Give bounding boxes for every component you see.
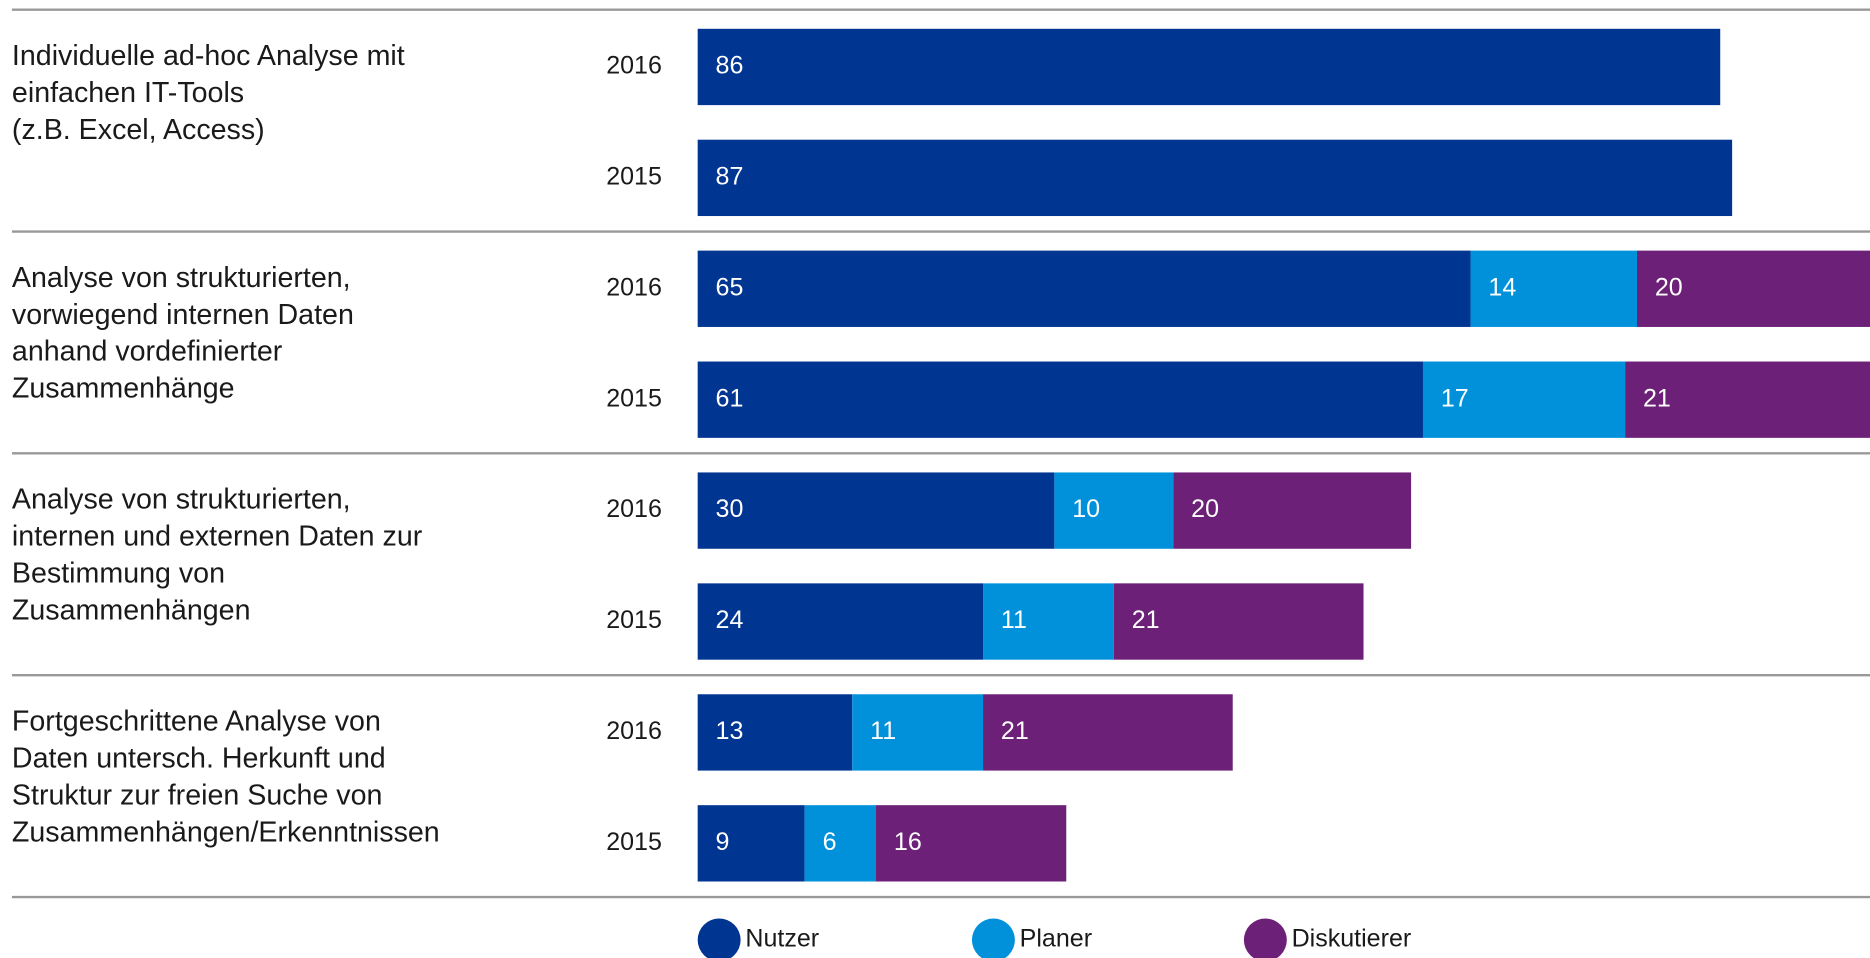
category-label: Daten untersch. Herkunft und xyxy=(12,742,386,774)
value-label: 21 xyxy=(1643,384,1671,412)
category-label: Zusammenhänge xyxy=(12,373,235,405)
value-label: 20 xyxy=(1191,495,1219,523)
legend-swatch xyxy=(1243,918,1287,958)
value-label: 61 xyxy=(716,384,744,412)
value-label: 65 xyxy=(716,273,744,301)
category-label: Bestimmung von xyxy=(12,558,225,590)
bar-segment xyxy=(1637,250,1870,327)
value-label: 11 xyxy=(870,717,896,745)
value-label: 6 xyxy=(823,828,837,856)
row-label: 2015 xyxy=(606,162,662,190)
legend-swatch xyxy=(697,918,741,958)
category-label: internen und externen Daten zur xyxy=(12,521,423,553)
value-label: 24 xyxy=(716,606,744,634)
value-label: 17 xyxy=(1441,384,1469,412)
bar-segment xyxy=(983,694,1233,771)
category-label: Zusammenhängen/Erkenntnissen xyxy=(12,816,440,848)
legend-swatch xyxy=(971,918,1015,958)
value-label: 21 xyxy=(1132,606,1160,634)
bar-segment xyxy=(697,361,1423,438)
bar-segment xyxy=(697,472,1055,549)
category-label: Analyse von strukturierten, xyxy=(12,262,351,294)
row-label: 2015 xyxy=(606,384,662,412)
value-label: 10 xyxy=(1072,495,1100,523)
value-label: 13 xyxy=(716,717,744,745)
value-label: 14 xyxy=(1488,273,1516,301)
row-label: 2016 xyxy=(606,717,662,745)
bar-segment xyxy=(1054,472,1174,549)
bar-segment xyxy=(1625,361,1870,438)
category-label: (z.B. Excel, Access) xyxy=(12,114,265,146)
value-label: 11 xyxy=(1001,606,1027,634)
value-label: 87 xyxy=(716,162,744,190)
bar-segment xyxy=(697,694,853,771)
bar-segment xyxy=(697,250,1471,327)
category-label: anhand vordefinierter xyxy=(12,336,283,368)
bar-segment xyxy=(852,694,984,771)
bar-segment xyxy=(697,28,1721,106)
row-label: 2015 xyxy=(606,606,662,634)
row-label: 2016 xyxy=(606,495,662,523)
legend-label: Planer xyxy=(1020,925,1092,953)
bar-segment xyxy=(1422,361,1626,438)
value-label: 21 xyxy=(1001,717,1029,745)
value-label: 9 xyxy=(716,828,730,856)
value-label: 30 xyxy=(716,495,744,523)
bar-segment xyxy=(1173,472,1412,549)
legend-label: Diskutierer xyxy=(1292,925,1412,953)
category-label: Individuelle ad-hoc Analyse mit xyxy=(12,40,405,72)
value-label: 16 xyxy=(894,828,922,856)
bar-segment xyxy=(1470,250,1638,327)
category-label: einfachen IT-Tools xyxy=(12,77,244,109)
row-label: 2016 xyxy=(606,273,662,301)
category-label: Struktur zur freien Suche von xyxy=(12,779,383,811)
bar-segment xyxy=(1113,583,1364,660)
bar-segment xyxy=(697,139,1733,217)
category-label: Analyse von strukturierten, xyxy=(12,484,351,516)
value-label: 86 xyxy=(716,52,744,80)
bar-segment xyxy=(804,805,877,882)
bar-segment xyxy=(697,583,984,660)
category-label: Fortgeschrittene Analyse von xyxy=(12,705,381,737)
row-label: 2015 xyxy=(606,828,662,856)
legend-label: Nutzer xyxy=(745,925,819,953)
category-label: Zusammenhängen xyxy=(12,595,251,627)
category-label: vorwiegend internen Daten xyxy=(12,299,354,331)
bar-segment xyxy=(983,583,1114,660)
value-label: 20 xyxy=(1655,273,1683,301)
bar-segment xyxy=(876,805,1067,882)
row-label: 2016 xyxy=(606,52,662,80)
bar-segment xyxy=(697,805,805,882)
